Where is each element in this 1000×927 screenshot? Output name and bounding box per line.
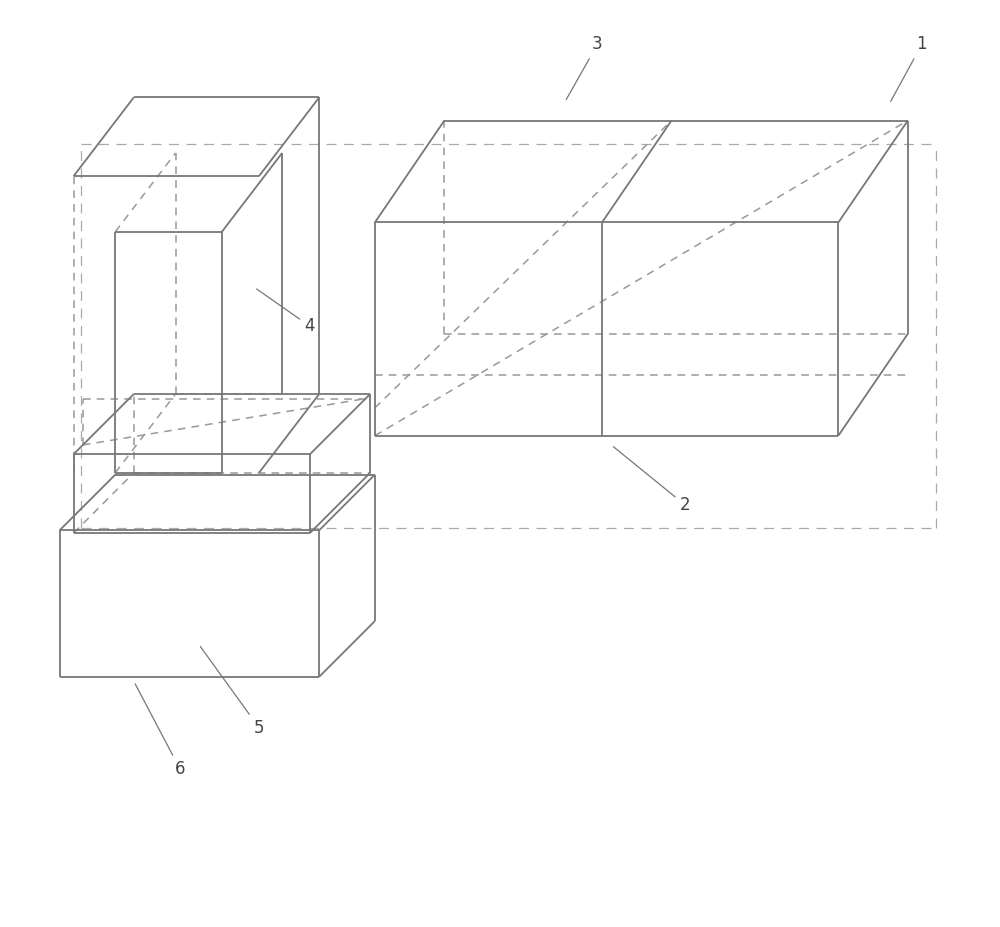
Text: 4: 4 xyxy=(257,289,315,336)
Text: 6: 6 xyxy=(135,684,185,779)
Text: 3: 3 xyxy=(566,35,603,99)
Text: 2: 2 xyxy=(613,447,691,514)
Text: 1: 1 xyxy=(891,35,927,101)
Text: 5: 5 xyxy=(200,646,264,737)
